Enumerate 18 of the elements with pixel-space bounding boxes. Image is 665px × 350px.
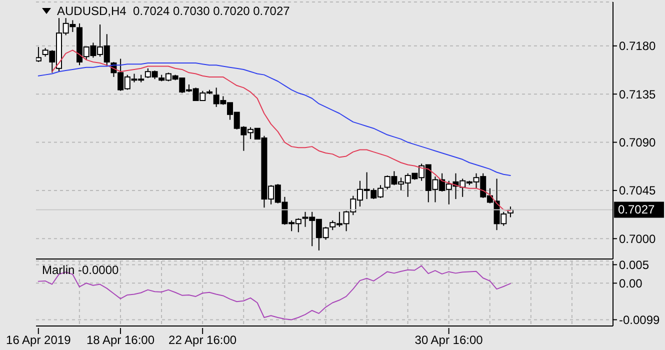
x-tick-label: 30 Apr 16:00 (414, 333, 484, 347)
y-tick-label: 0.7180 (619, 39, 656, 54)
y-tick-label: 0.7090 (619, 136, 656, 150)
y-tick-label: 0.005 (619, 258, 650, 272)
x-tick-label: 18 Apr 16:00 (86, 333, 155, 347)
y-tick-label: 0.7135 (619, 87, 656, 102)
y-tick-label: 0.00 (619, 276, 643, 290)
line-series (38, 265, 511, 320)
y-tick-label: 0.7000 (619, 232, 656, 246)
candlestick (36, 46, 42, 62)
chart-title: AUDUSD,H4 0.7024 0.7030 0.7020 0.7027 (57, 4, 290, 18)
y-tick-label: 0.7045 (619, 184, 656, 198)
x-tick-label: 16 Apr 2019 (6, 333, 72, 347)
chart-title: Marlin -0.0000 (42, 263, 119, 277)
ref-line-label: 0.7027 (618, 202, 656, 217)
line-series (38, 62, 511, 176)
y-tick-label: -0.0099 (619, 312, 660, 327)
x-tick-label: 22 Apr 16:00 (168, 333, 237, 347)
